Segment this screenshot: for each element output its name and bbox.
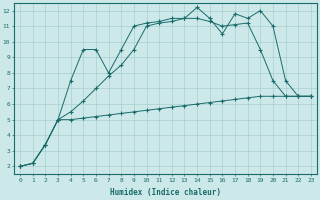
X-axis label: Humidex (Indice chaleur): Humidex (Indice chaleur): [110, 188, 221, 197]
